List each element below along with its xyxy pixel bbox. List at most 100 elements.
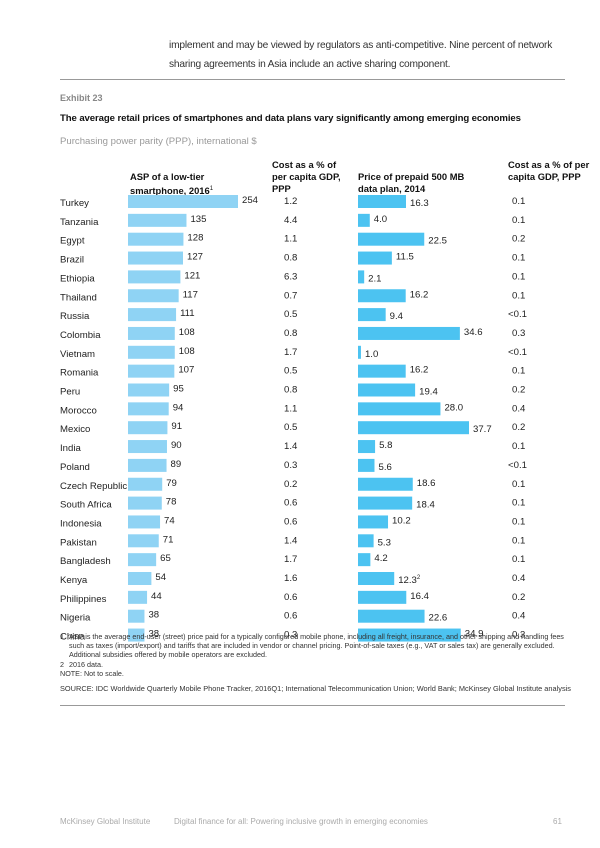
asp-bar	[128, 572, 152, 585]
data-plan-value: 19.4	[419, 387, 438, 398]
asp-value: 91	[171, 421, 182, 432]
data-plan-value: 4.2	[374, 553, 387, 564]
asp-bar	[128, 326, 175, 340]
asp-value: 78	[166, 497, 177, 508]
data-plan-pct-value: 0.1	[512, 498, 525, 509]
chart-subtitle: Purchasing power parity (PPP), internati…	[60, 136, 257, 147]
asp-pct-value: 1.4	[284, 441, 298, 452]
asp-bar	[128, 421, 168, 435]
footnote-1: 1 ASP is the average end-user (street) pr…	[60, 632, 564, 660]
asp-pct-value: 0.2	[284, 479, 297, 490]
data-plan-value: 16.2	[410, 365, 429, 376]
data-plan-bar	[358, 232, 425, 246]
asp-value: 108	[179, 346, 195, 357]
row-label: Nigeria	[60, 613, 91, 624]
data-plan-bar	[358, 270, 365, 284]
data-plan-value: 1.0	[365, 349, 378, 360]
footer-publisher: McKinsey Global Institute	[60, 817, 151, 826]
asp-bar	[128, 609, 145, 623]
asp-pct-value: 0.8	[284, 253, 297, 264]
data-plan-value: 11.5	[396, 252, 414, 263]
footnote-marker: 2	[417, 575, 421, 581]
data-plan-bar	[358, 364, 406, 378]
data-plan-value: 5.3	[378, 537, 391, 548]
data-plan-pct-value: 0.1	[512, 290, 525, 301]
asp-pct-value: 0.6	[284, 592, 297, 603]
data-plan-value: 34.9	[465, 629, 484, 640]
header-data-pct: Cost as a % of per capita GDP, PPP	[508, 159, 590, 182]
data-plan-value: 34.6	[464, 327, 483, 338]
asp-bar	[128, 270, 181, 284]
intro-paragraph: implement and may be viewed by regulator…	[169, 40, 553, 70]
asp-bar	[128, 553, 157, 567]
asp-pct-value: 0.3	[284, 460, 297, 471]
row-label: Indonesia	[60, 518, 102, 529]
row-label: India	[60, 443, 81, 454]
asp-bar	[128, 590, 148, 604]
page-number: 61	[553, 817, 562, 826]
data-plan-bar	[358, 383, 416, 397]
data-plan-value: 5.8	[379, 440, 392, 451]
chart-title: The average retail prices of smartphones…	[60, 113, 521, 124]
data-plan-bar	[358, 534, 374, 548]
asp-value: 38	[148, 629, 159, 640]
data-plan-pct-value: 0.1	[512, 479, 525, 490]
asp-bar	[128, 534, 159, 548]
data-plan-pct-value: <0.1	[508, 460, 527, 471]
data-plan-pct-value: <0.1	[508, 309, 527, 320]
row-label: China	[60, 632, 86, 643]
asp-pct-value: 0.8	[284, 328, 297, 339]
data-plan-bar	[358, 458, 375, 472]
asp-value: 127	[187, 252, 203, 263]
data-plan-pct-value: 0.4	[512, 611, 526, 622]
row-label: Ethiopia	[60, 273, 95, 284]
data-plan-pct-value: 0.2	[512, 234, 525, 245]
asp-pct-value: 0.5	[284, 422, 297, 433]
data-plan-bar	[358, 477, 413, 491]
row-label: Vietnam	[60, 349, 95, 360]
asp-bar	[128, 383, 170, 397]
data-plan-bar	[358, 515, 389, 529]
data-plan-value: 28.0	[444, 402, 463, 413]
asp-value: 121	[184, 270, 200, 281]
data-plan-value: 9.4	[390, 311, 404, 322]
header-asp: ASP of a low-tier smartphone, 20161	[130, 171, 214, 197]
row-label: Philippines	[60, 594, 107, 605]
asp-value: 111	[180, 308, 195, 319]
header-asp-pct: Cost as a % of per capita GDP, PPP	[272, 159, 341, 194]
data-plan-bar	[358, 440, 376, 454]
asp-pct-value: 0.3	[284, 630, 297, 641]
asp-value: 79	[166, 478, 177, 489]
data-plan-pct-value: 0.1	[512, 271, 525, 282]
asp-value: 90	[171, 440, 182, 451]
bottom-divider	[60, 705, 565, 706]
row-label: Colombia	[60, 330, 101, 341]
asp-bar	[128, 496, 162, 510]
note: NOTE: Not to scale.	[60, 668, 124, 678]
data-plan-pct-value: 0.4	[512, 573, 526, 584]
data-plan-value: 22.5	[428, 236, 447, 247]
asp-pct-value: 0.5	[284, 366, 297, 377]
data-plan-pct-value: 0.1	[512, 535, 525, 546]
data-plan-bar	[358, 496, 413, 510]
asp-pct-value: 0.6	[284, 611, 297, 622]
row-label: Pakistan	[60, 537, 97, 548]
row-label: South Africa	[60, 500, 112, 511]
row-label: Brazil	[60, 255, 84, 266]
data-plan-pct-value: 0.3	[512, 328, 525, 339]
data-plan-bar	[358, 590, 407, 604]
data-plan-bar	[358, 572, 395, 585]
data-plan-pct-value: 0.2	[512, 422, 525, 433]
asp-value: 89	[171, 459, 182, 470]
data-plan-pct-value: 0.1	[512, 196, 525, 207]
data-plan-bar	[358, 308, 386, 322]
source: SOURCE: IDC Worldwide Quarterly Mobile P…	[60, 684, 572, 693]
asp-pct-value: 0.5	[284, 309, 297, 320]
asp-value: 117	[183, 289, 198, 300]
asp-bar	[128, 195, 238, 208]
asp-value: 54	[155, 572, 166, 583]
row-label: Egypt	[60, 236, 85, 247]
asp-pct-value: 0.6	[284, 498, 297, 509]
asp-pct-value: 1.2	[284, 196, 297, 207]
asp-bar	[128, 515, 161, 529]
